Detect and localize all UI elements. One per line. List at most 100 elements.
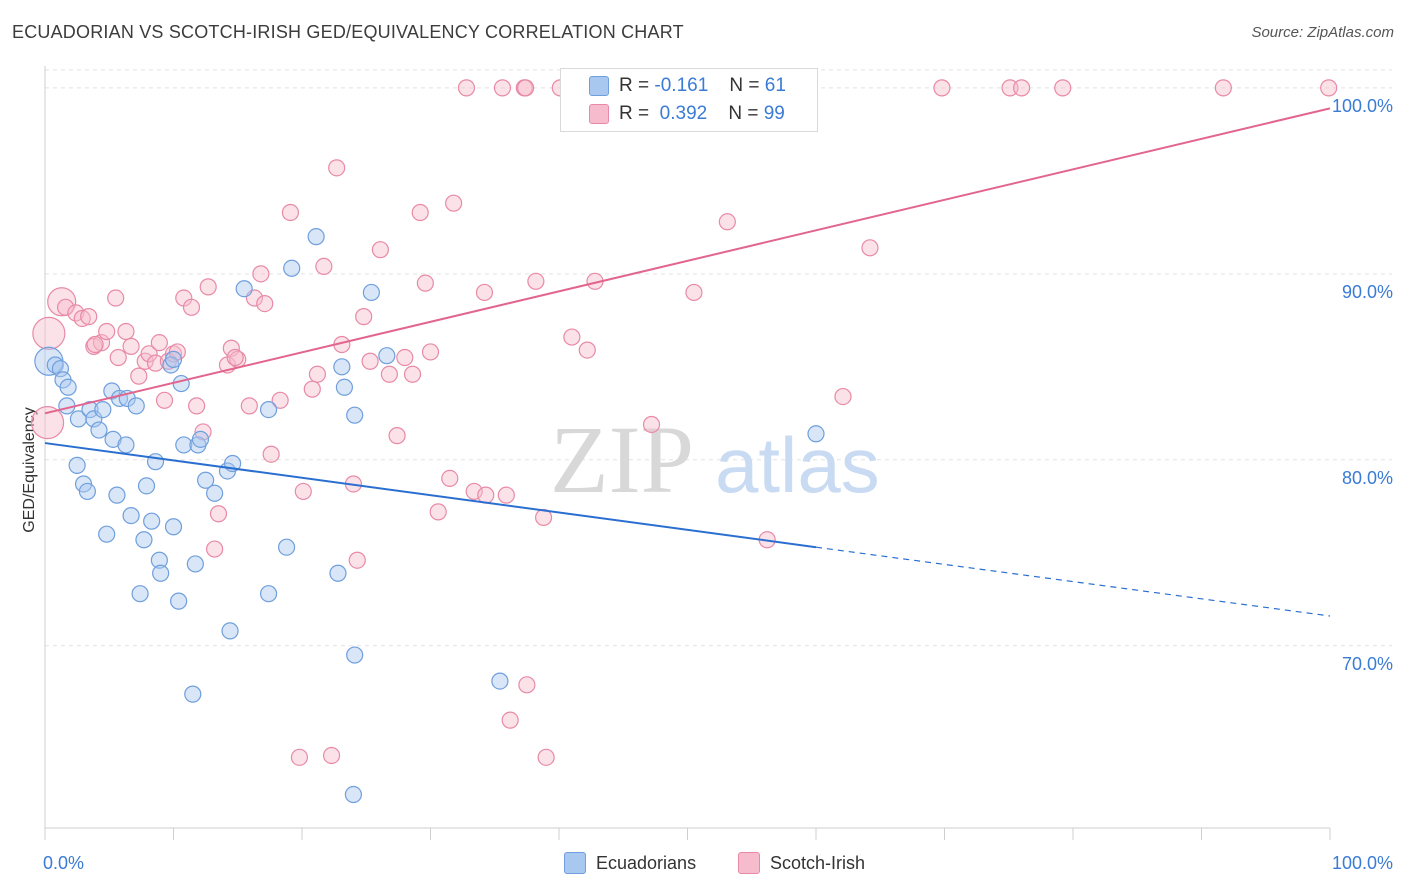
data-point	[78, 482, 97, 501]
data-point	[143, 512, 161, 530]
legend-n-label: N =	[729, 75, 760, 96]
legend-swatch-ecuadorians	[589, 76, 609, 96]
data-point	[108, 486, 126, 504]
data-point	[109, 348, 127, 367]
data-point	[362, 283, 380, 302]
x-tick-label: 0.0%	[43, 853, 84, 873]
scotch-irish-trend-line	[44, 107, 1331, 415]
data-point	[861, 239, 879, 257]
bottom-legend-scotch-irish: Scotch-Irish	[738, 851, 865, 875]
data-point	[85, 410, 103, 428]
data-point	[172, 374, 190, 393]
data-point	[380, 365, 398, 383]
data-point	[262, 445, 280, 463]
data-point	[475, 283, 494, 302]
data-point	[328, 159, 346, 177]
data-point	[1054, 79, 1072, 97]
data-point	[346, 406, 364, 424]
data-point	[307, 228, 325, 246]
data-point	[355, 308, 373, 326]
bottom-legend-swatch	[738, 852, 760, 874]
data-point	[182, 298, 201, 316]
trend-lines	[44, 107, 1331, 617]
legend-r-value: -0.161	[654, 75, 709, 96]
data-point	[518, 676, 536, 694]
data-point	[329, 564, 347, 582]
data-point	[170, 592, 188, 610]
data-point	[188, 397, 206, 415]
data-point	[491, 672, 509, 690]
data-point	[221, 622, 239, 640]
data-point	[56, 298, 75, 316]
data-point	[516, 79, 535, 97]
data-point	[685, 283, 703, 302]
data-point	[834, 387, 852, 406]
data-point	[271, 391, 289, 409]
tick-labels: 70.0% 80.0% 90.0% 100.0% 0.0% 100.0%	[43, 96, 1393, 873]
data-point	[80, 308, 98, 326]
data-point	[146, 453, 165, 471]
data-point	[98, 525, 116, 543]
legend-n-value: 99	[763, 103, 785, 124]
data-point	[315, 257, 333, 276]
data-point	[152, 564, 170, 582]
data-point	[308, 365, 327, 383]
data-point	[32, 316, 66, 350]
correlation-legend: R = -0.161 N = 61 R = 0.392 N = 99	[560, 68, 818, 132]
data-point	[445, 194, 463, 212]
data-point	[578, 341, 596, 359]
data-point	[563, 328, 581, 346]
data-point	[175, 436, 193, 454]
data-point	[501, 711, 519, 729]
data-point	[191, 430, 210, 448]
data-point	[164, 350, 183, 368]
data-point	[137, 477, 156, 495]
watermark: ZIP atlas	[550, 406, 880, 513]
data-point	[259, 585, 278, 603]
watermark-zip: ZIP	[550, 406, 694, 513]
legend-n-value: 61	[764, 75, 786, 96]
legend-swatch-scotch-irish	[589, 104, 609, 124]
data-point	[206, 540, 224, 558]
data-point	[59, 378, 77, 396]
legend-r-value: 0.392	[659, 103, 708, 124]
y-tick-label: 90.0%	[1342, 282, 1393, 302]
data-point	[235, 280, 253, 298]
bottom-legend-ecuadorians: Ecuadorians	[564, 851, 696, 875]
data-point	[642, 415, 661, 434]
data-point	[493, 79, 512, 97]
y-axis-label-group: GED/Equivalency	[21, 407, 38, 532]
chart-title: ECUADORIAN VS SCOTCH-IRISH GED/EQUIVALEN…	[12, 22, 684, 42]
bottom-legend-swatch	[564, 852, 586, 874]
source-label: Source: ZipAtlas.com	[1251, 24, 1394, 41]
data-point	[497, 486, 515, 504]
data-point	[122, 337, 140, 355]
data-point	[209, 505, 228, 523]
data-point	[477, 486, 495, 504]
data-point	[718, 213, 736, 231]
y-tick-label: 70.0%	[1342, 654, 1393, 674]
data-point	[396, 348, 414, 367]
data-point	[421, 343, 440, 361]
y-axis-label: GED/Equivalency	[21, 407, 38, 532]
y-tick-label: 80.0%	[1342, 468, 1393, 488]
axes	[44, 66, 1331, 840]
data-point	[199, 278, 217, 296]
data-point	[346, 646, 364, 664]
data-point	[226, 348, 244, 367]
data-point	[290, 748, 309, 766]
data-point	[94, 400, 112, 419]
ecuadorian-trend-extension	[815, 546, 1331, 617]
data-point	[411, 203, 429, 222]
data-point	[131, 585, 149, 603]
bottom-legend-label: Ecuadorians	[596, 852, 697, 873]
data-point	[86, 335, 104, 354]
data-point	[186, 555, 204, 573]
data-point	[98, 322, 116, 341]
data-point	[164, 518, 183, 536]
data-point	[429, 503, 447, 521]
data-point	[81, 400, 99, 419]
legend-row-scotch-irish: R = 0.392 N = 99	[619, 101, 785, 127]
data-point	[240, 397, 258, 415]
data-point	[294, 482, 312, 501]
